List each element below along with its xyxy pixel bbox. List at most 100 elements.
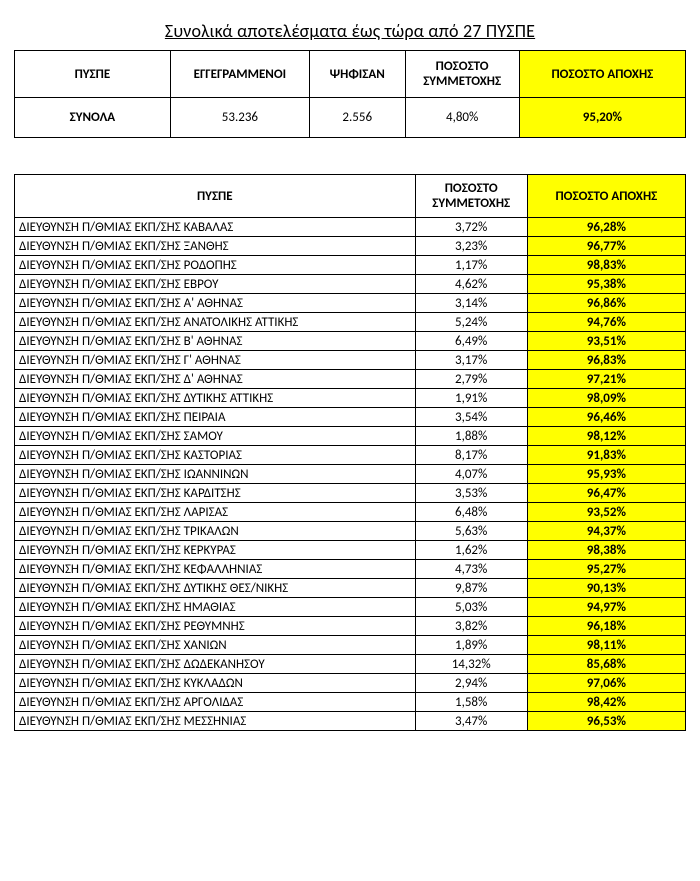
detail-table: ΠΥΣΠΕ ΠΟΣΟΣΤΟ ΣΥΜΜΕΤΟΧΗΣ ΠΟΣΟΣΤΟ ΑΠΟΧΗΣ … bbox=[14, 174, 686, 731]
row-participation: 3,23% bbox=[415, 237, 527, 256]
table-spacer bbox=[14, 138, 686, 174]
table-row: ΔΙΕΥΘΥΝΣΗ Π/ΘΜΙΑΣ ΕΚΠ/ΣΗΣ Δ' ΑΘΗΝΑΣ2,79%… bbox=[15, 370, 686, 389]
row-abstention: 94,37% bbox=[527, 522, 685, 541]
row-abstention: 96,86% bbox=[527, 294, 685, 313]
table-row: ΔΙΕΥΘΥΝΣΗ Π/ΘΜΙΑΣ ΕΚΠ/ΣΗΣ ΚΑΒΑΛΑΣ3,72%96… bbox=[15, 218, 686, 237]
table-row: ΔΙΕΥΘΥΝΣΗ Π/ΘΜΙΑΣ ΕΚΠ/ΣΗΣ ΚΕΦΑΛΛΗΝΙΑΣ4,7… bbox=[15, 560, 686, 579]
table-row: ΔΙΕΥΘΥΝΣΗ Π/ΘΜΙΑΣ ΕΚΠ/ΣΗΣ ΡΕΘΥΜΝΗΣ3,82%9… bbox=[15, 617, 686, 636]
row-name: ΔΙΕΥΘΥΝΣΗ Π/ΘΜΙΑΣ ΕΚΠ/ΣΗΣ ΚΑΣΤΟΡΙΑΣ bbox=[15, 446, 416, 465]
table-row: ΔΙΕΥΘΥΝΣΗ Π/ΘΜΙΑΣ ΕΚΠ/ΣΗΣ ΣΑΜΟΥ1,88%98,1… bbox=[15, 427, 686, 446]
summary-header-voted: ΨΗΦΙΣΑΝ bbox=[309, 51, 405, 98]
detail-header-row: ΠΥΣΠΕ ΠΟΣΟΣΤΟ ΣΥΜΜΕΤΟΧΗΣ ΠΟΣΟΣΤΟ ΑΠΟΧΗΣ bbox=[15, 175, 686, 218]
table-row: ΔΙΕΥΘΥΝΣΗ Π/ΘΜΙΑΣ ΕΚΠ/ΣΗΣ ΔΩΔΕΚΑΝΗΣΟΥ14,… bbox=[15, 655, 686, 674]
table-row: ΔΙΕΥΘΥΝΣΗ Π/ΘΜΙΑΣ ΕΚΠ/ΣΗΣ ΚΥΚΛΑΔΩΝ2,94%9… bbox=[15, 674, 686, 693]
row-abstention: 98,11% bbox=[527, 636, 685, 655]
row-participation: 1,62% bbox=[415, 541, 527, 560]
summary-header-pyspe: ΠΥΣΠΕ bbox=[15, 51, 171, 98]
row-participation: 3,14% bbox=[415, 294, 527, 313]
summary-header-abstention: ΠΟΣΟΣΤΟ ΑΠΟΧΗΣ bbox=[519, 51, 685, 98]
table-row: ΔΙΕΥΘΥΝΣΗ Π/ΘΜΙΑΣ ΕΚΠ/ΣΗΣ ΧΑΝΙΩΝ1,89%98,… bbox=[15, 636, 686, 655]
row-name: ΔΙΕΥΘΥΝΣΗ Π/ΘΜΙΑΣ ΕΚΠ/ΣΗΣ ΡΟΔΟΠΗΣ bbox=[15, 256, 416, 275]
row-participation: 1,89% bbox=[415, 636, 527, 655]
detail-header-pyspe: ΠΥΣΠΕ bbox=[15, 175, 416, 218]
row-abstention: 95,93% bbox=[527, 465, 685, 484]
row-abstention: 96,83% bbox=[527, 351, 685, 370]
row-name: ΔΙΕΥΘΥΝΣΗ Π/ΘΜΙΑΣ ΕΚΠ/ΣΗΣ ΚΑΒΑΛΑΣ bbox=[15, 218, 416, 237]
row-abstention: 96,77% bbox=[527, 237, 685, 256]
row-name: ΔΙΕΥΘΥΝΣΗ Π/ΘΜΙΑΣ ΕΚΠ/ΣΗΣ ΞΑΝΘΗΣ bbox=[15, 237, 416, 256]
row-abstention: 98,09% bbox=[527, 389, 685, 408]
table-row: ΔΙΕΥΘΥΝΣΗ Π/ΘΜΙΑΣ ΕΚΠ/ΣΗΣ ΡΟΔΟΠΗΣ1,17%98… bbox=[15, 256, 686, 275]
summary-total-row: ΣΥΝΟΛΑ 53.236 2.556 4,80% 95,20% bbox=[15, 98, 686, 138]
row-abstention: 96,53% bbox=[527, 712, 685, 731]
row-name: ΔΙΕΥΘΥΝΣΗ Π/ΘΜΙΑΣ ΕΚΠ/ΣΗΣ ΙΩΑΝΝΙΝΩΝ bbox=[15, 465, 416, 484]
row-name: ΔΙΕΥΘΥΝΣΗ Π/ΘΜΙΑΣ ΕΚΠ/ΣΗΣ Γ' ΑΘΗΝΑΣ bbox=[15, 351, 416, 370]
row-participation: 3,82% bbox=[415, 617, 527, 636]
row-name: ΔΙΕΥΘΥΝΣΗ Π/ΘΜΙΑΣ ΕΚΠ/ΣΗΣ ΔΥΤΙΚΗΣ ΘΕΣ/ΝΙ… bbox=[15, 579, 416, 598]
row-name: ΔΙΕΥΘΥΝΣΗ Π/ΘΜΙΑΣ ΕΚΠ/ΣΗΣ ΑΝΑΤΟΛΙΚΗΣ ΑΤΤ… bbox=[15, 313, 416, 332]
row-name: ΔΙΕΥΘΥΝΣΗ Π/ΘΜΙΑΣ ΕΚΠ/ΣΗΣ ΚΥΚΛΑΔΩΝ bbox=[15, 674, 416, 693]
detail-header-abstention: ΠΟΣΟΣΤΟ ΑΠΟΧΗΣ bbox=[527, 175, 685, 218]
row-name: ΔΙΕΥΘΥΝΣΗ Π/ΘΜΙΑΣ ΕΚΠ/ΣΗΣ Δ' ΑΘΗΝΑΣ bbox=[15, 370, 416, 389]
row-participation: 4,07% bbox=[415, 465, 527, 484]
row-abstention: 95,38% bbox=[527, 275, 685, 294]
row-participation: 9,87% bbox=[415, 579, 527, 598]
row-abstention: 96,28% bbox=[527, 218, 685, 237]
row-abstention: 97,06% bbox=[527, 674, 685, 693]
row-abstention: 98,38% bbox=[527, 541, 685, 560]
row-participation: 8,17% bbox=[415, 446, 527, 465]
row-name: ΔΙΕΥΘΥΝΣΗ Π/ΘΜΙΑΣ ΕΚΠ/ΣΗΣ ΔΩΔΕΚΑΝΗΣΟΥ bbox=[15, 655, 416, 674]
row-abstention: 95,27% bbox=[527, 560, 685, 579]
summary-header-participation: ΠΟΣΟΣΤΟ ΣΥΜΜΕΤΟΧΗΣ bbox=[405, 51, 519, 98]
row-abstention: 94,97% bbox=[527, 598, 685, 617]
table-row: ΔΙΕΥΘΥΝΣΗ Π/ΘΜΙΑΣ ΕΚΠ/ΣΗΣ Γ' ΑΘΗΝΑΣ3,17%… bbox=[15, 351, 686, 370]
table-row: ΔΙΕΥΘΥΝΣΗ Π/ΘΜΙΑΣ ΕΚΠ/ΣΗΣ Α' ΑΘΗΝΑΣ3,14%… bbox=[15, 294, 686, 313]
summary-header-row: ΠΥΣΠΕ ΕΓΓΕΓΡΑΜΜΕΝΟΙ ΨΗΦΙΣΑΝ ΠΟΣΟΣΤΟ ΣΥΜΜ… bbox=[15, 51, 686, 98]
page-title: Συνολικά αποτελέσματα έως τώρα από 27 ΠΥ… bbox=[14, 20, 686, 42]
row-abstention: 90,13% bbox=[527, 579, 685, 598]
summary-total-registered: 53.236 bbox=[170, 98, 309, 138]
row-participation: 2,94% bbox=[415, 674, 527, 693]
row-participation: 5,63% bbox=[415, 522, 527, 541]
row-participation: 1,88% bbox=[415, 427, 527, 446]
row-name: ΔΙΕΥΘΥΝΣΗ Π/ΘΜΙΑΣ ΕΚΠ/ΣΗΣ ΠΕΙΡΑΙΑ bbox=[15, 408, 416, 427]
row-abstention: 91,83% bbox=[527, 446, 685, 465]
row-participation: 1,58% bbox=[415, 693, 527, 712]
row-participation: 2,79% bbox=[415, 370, 527, 389]
table-row: ΔΙΕΥΘΥΝΣΗ Π/ΘΜΙΑΣ ΕΚΠ/ΣΗΣ ΑΝΑΤΟΛΙΚΗΣ ΑΤΤ… bbox=[15, 313, 686, 332]
table-row: ΔΙΕΥΘΥΝΣΗ Π/ΘΜΙΑΣ ΕΚΠ/ΣΗΣ ΙΩΑΝΝΙΝΩΝ4,07%… bbox=[15, 465, 686, 484]
row-participation: 5,03% bbox=[415, 598, 527, 617]
table-row: ΔΙΕΥΘΥΝΣΗ Π/ΘΜΙΑΣ ΕΚΠ/ΣΗΣ Β' ΑΘΗΝΑΣ6,49%… bbox=[15, 332, 686, 351]
row-name: ΔΙΕΥΘΥΝΣΗ Π/ΘΜΙΑΣ ΕΚΠ/ΣΗΣ ΑΡΓΟΛΙΔΑΣ bbox=[15, 693, 416, 712]
row-participation: 3,54% bbox=[415, 408, 527, 427]
row-abstention: 98,12% bbox=[527, 427, 685, 446]
table-row: ΔΙΕΥΘΥΝΣΗ Π/ΘΜΙΑΣ ΕΚΠ/ΣΗΣ ΚΑΡΔΙΤΣΗΣ3,53%… bbox=[15, 484, 686, 503]
row-name: ΔΙΕΥΘΥΝΣΗ Π/ΘΜΙΑΣ ΕΚΠ/ΣΗΣ ΔΥΤΙΚΗΣ ΑΤΤΙΚΗ… bbox=[15, 389, 416, 408]
table-row: ΔΙΕΥΘΥΝΣΗ Π/ΘΜΙΑΣ ΕΚΠ/ΣΗΣ ΗΜΑΘΙΑΣ5,03%94… bbox=[15, 598, 686, 617]
row-abstention: 93,52% bbox=[527, 503, 685, 522]
table-row: ΔΙΕΥΘΥΝΣΗ Π/ΘΜΙΑΣ ΕΚΠ/ΣΗΣ ΑΡΓΟΛΙΔΑΣ1,58%… bbox=[15, 693, 686, 712]
table-row: ΔΙΕΥΘΥΝΣΗ Π/ΘΜΙΑΣ ΕΚΠ/ΣΗΣ ΚΕΡΚΥΡΑΣ1,62%9… bbox=[15, 541, 686, 560]
row-participation: 3,53% bbox=[415, 484, 527, 503]
row-abstention: 96,46% bbox=[527, 408, 685, 427]
row-name: ΔΙΕΥΘΥΝΣΗ Π/ΘΜΙΑΣ ΕΚΠ/ΣΗΣ ΚΑΡΔΙΤΣΗΣ bbox=[15, 484, 416, 503]
row-name: ΔΙΕΥΘΥΝΣΗ Π/ΘΜΙΑΣ ΕΚΠ/ΣΗΣ ΗΜΑΘΙΑΣ bbox=[15, 598, 416, 617]
row-abstention: 98,42% bbox=[527, 693, 685, 712]
row-name: ΔΙΕΥΘΥΝΣΗ Π/ΘΜΙΑΣ ΕΚΠ/ΣΗΣ ΣΑΜΟΥ bbox=[15, 427, 416, 446]
row-name: ΔΙΕΥΘΥΝΣΗ Π/ΘΜΙΑΣ ΕΚΠ/ΣΗΣ ΚΕΡΚΥΡΑΣ bbox=[15, 541, 416, 560]
summary-total-abstention: 95,20% bbox=[519, 98, 685, 138]
row-name: ΔΙΕΥΘΥΝΣΗ Π/ΘΜΙΑΣ ΕΚΠ/ΣΗΣ ΜΕΣΣΗΝΙΑΣ bbox=[15, 712, 416, 731]
table-row: ΔΙΕΥΘΥΝΣΗ Π/ΘΜΙΑΣ ΕΚΠ/ΣΗΣ ΠΕΙΡΑΙΑ3,54%96… bbox=[15, 408, 686, 427]
row-participation: 3,72% bbox=[415, 218, 527, 237]
row-abstention: 97,21% bbox=[527, 370, 685, 389]
row-participation: 1,91% bbox=[415, 389, 527, 408]
row-participation: 4,73% bbox=[415, 560, 527, 579]
row-participation: 6,48% bbox=[415, 503, 527, 522]
table-row: ΔΙΕΥΘΥΝΣΗ Π/ΘΜΙΑΣ ΕΚΠ/ΣΗΣ ΞΑΝΘΗΣ3,23%96,… bbox=[15, 237, 686, 256]
summary-header-registered: ΕΓΓΕΓΡΑΜΜΕΝΟΙ bbox=[170, 51, 309, 98]
row-participation: 3,17% bbox=[415, 351, 527, 370]
summary-table: ΠΥΣΠΕ ΕΓΓΕΓΡΑΜΜΕΝΟΙ ΨΗΦΙΣΑΝ ΠΟΣΟΣΤΟ ΣΥΜΜ… bbox=[14, 50, 686, 138]
row-abstention: 96,18% bbox=[527, 617, 685, 636]
row-name: ΔΙΕΥΘΥΝΣΗ Π/ΘΜΙΑΣ ΕΚΠ/ΣΗΣ ΡΕΘΥΜΝΗΣ bbox=[15, 617, 416, 636]
row-abstention: 94,76% bbox=[527, 313, 685, 332]
